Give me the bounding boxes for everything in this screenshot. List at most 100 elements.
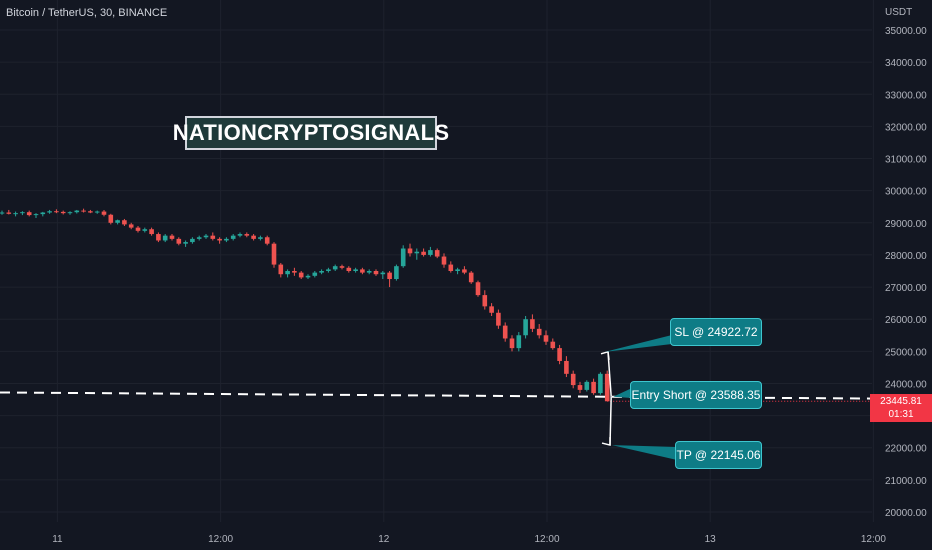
candle-body <box>564 360 569 374</box>
y-tick-label: 22000.00 <box>885 444 927 455</box>
candle-body <box>156 234 161 241</box>
candle-body <box>448 264 454 271</box>
y-tick-label: 27000.00 <box>885 283 927 294</box>
candle-body <box>387 272 392 280</box>
candle-body <box>550 341 556 349</box>
candle-body <box>237 234 243 236</box>
trade-arrows <box>600 350 612 447</box>
candle-body <box>149 229 154 235</box>
candle-body <box>264 237 270 244</box>
candle-body <box>468 272 474 283</box>
candle-body <box>305 275 311 278</box>
candle-body <box>162 235 168 241</box>
candle-body <box>176 238 182 244</box>
candle-body <box>298 272 304 278</box>
candle-body <box>142 229 148 231</box>
x-tick-label: 13 <box>705 534 717 545</box>
candle-body <box>441 256 447 265</box>
x-tick-label: 12 <box>378 534 390 545</box>
candle-body <box>26 212 32 216</box>
y-tick-label: 31000.00 <box>885 155 927 166</box>
stop-loss-callout[interactable]: SL @ 24922.72 <box>670 318 762 346</box>
candle-body <box>584 381 590 390</box>
candle-body <box>482 295 488 307</box>
candle-body <box>224 238 229 241</box>
y-tick-label: 20000.00 <box>885 508 927 519</box>
candle-body <box>312 272 318 276</box>
candle-body <box>428 250 433 255</box>
x-tick-label: 11 <box>52 534 63 545</box>
candle-body <box>54 211 59 213</box>
tp-arrow-line <box>609 396 612 446</box>
candle-body <box>258 237 263 239</box>
candle-body <box>360 269 365 273</box>
candle-body <box>285 271 290 275</box>
candle-body <box>128 224 134 228</box>
candle-body <box>373 271 379 275</box>
sl-callout-pointer <box>605 335 672 352</box>
y-tick-label: 26000.00 <box>885 315 927 326</box>
candle-body <box>523 319 528 336</box>
watermark-logo: NATIONCRYPTOSIGNALS <box>173 116 449 150</box>
candle-body <box>455 269 460 271</box>
candle-body <box>108 214 114 223</box>
candle-body <box>421 251 426 255</box>
last-price-tag: 23445.81 01:31 <box>870 394 932 422</box>
candle-body <box>47 211 52 213</box>
candle-body <box>475 282 481 296</box>
y-tick-label: 35000.00 <box>885 26 927 37</box>
candle-body <box>319 271 324 273</box>
candle-body <box>502 325 508 339</box>
y-tick-label: 34000.00 <box>885 58 927 69</box>
y-tick-label: 25000.00 <box>885 347 927 358</box>
candle-body <box>570 373 576 386</box>
candle-body <box>604 373 610 402</box>
candle-body <box>598 373 603 394</box>
entry-short-callout[interactable]: Entry Short @ 23588.35 <box>630 381 762 409</box>
candle-body <box>353 269 358 271</box>
candle-body <box>210 235 216 239</box>
candle-body <box>6 212 12 214</box>
candle-body <box>509 338 515 349</box>
candle-body <box>407 248 413 254</box>
tp-arrow-head <box>601 437 611 447</box>
candle-body <box>278 264 284 275</box>
candle-body <box>203 235 209 238</box>
candle-body <box>67 212 73 214</box>
candle-body <box>217 238 222 241</box>
candle-body <box>462 269 467 273</box>
candle-countdown: 01:31 <box>888 409 914 420</box>
candle-body <box>516 335 522 349</box>
candle-body <box>543 335 549 342</box>
chart-title: Bitcoin / TetherUS, 30, BINANCE <box>6 7 168 19</box>
take-profit-callout[interactable]: TP @ 22145.06 <box>675 441 762 469</box>
y-tick-label: 28000.00 <box>885 251 927 262</box>
price-axis[interactable]: 20000.0021000.0022000.0023000.0024000.00… <box>885 26 927 519</box>
y-tick-label: 30000.00 <box>885 187 927 198</box>
candle-body <box>591 381 596 394</box>
candle-body <box>244 234 250 236</box>
candle-body <box>346 267 352 271</box>
candle-body <box>326 269 331 271</box>
candle-body <box>81 210 86 212</box>
y-tick-label: 29000.00 <box>885 219 927 230</box>
candle-body <box>196 237 202 239</box>
callout-pointers <box>605 335 677 460</box>
candle-body <box>366 271 372 273</box>
candle-body <box>169 235 175 239</box>
candle-body <box>414 251 420 254</box>
entry-callout-pointer <box>613 388 632 398</box>
candle-body <box>135 227 141 231</box>
candle-body <box>271 243 277 265</box>
candle-body <box>489 306 494 313</box>
candle-body <box>13 213 18 215</box>
x-tick-label: 12:00 <box>534 534 559 545</box>
x-tick-label: 12:00 <box>861 534 886 545</box>
y-tick-label: 21000.00 <box>885 476 927 487</box>
candle-body <box>33 214 39 216</box>
candle-body <box>122 220 127 225</box>
dashed-price-line <box>0 391 873 400</box>
x-tick-label: 12:00 <box>208 534 233 545</box>
